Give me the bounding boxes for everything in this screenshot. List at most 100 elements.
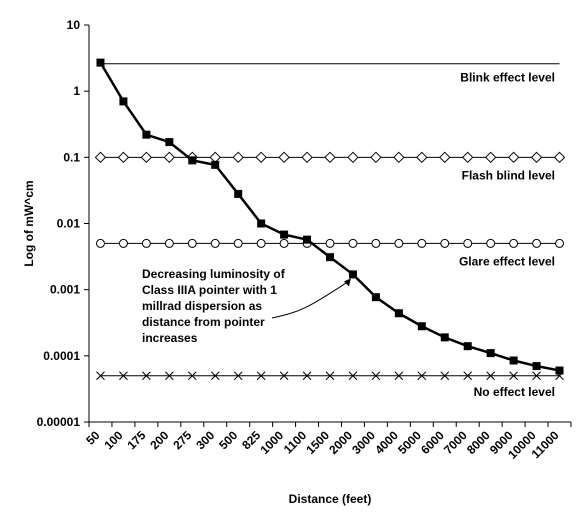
x-marker-stroke [233,371,243,381]
data-point-circle [118,238,128,248]
x-marker-stroke [119,371,128,381]
y-tick-label: 0.0001 [43,349,80,363]
data-point-x [325,371,335,381]
data-point-diamond [278,151,290,164]
data-point-diamond [462,151,474,164]
x-tick-label: 1100 [281,428,310,457]
x-marker-stroke [187,371,197,381]
x-marker-stroke [325,371,335,381]
x-tick-label: 7000 [441,428,470,457]
data-point-diamond [484,151,497,164]
data-point-circle [164,238,174,248]
data-point-diamond [94,151,107,164]
data-point-x [187,371,197,381]
x-tick-label: 3000 [349,428,378,457]
y-tick-label: 0.01 [57,217,81,231]
x-marker-stroke [509,371,518,381]
x-tick-label: 100 [101,428,125,452]
data-point-square [555,366,564,375]
x-tick-label: 50 [83,428,103,448]
x-marker-stroke [96,371,105,381]
data-point-square [303,235,312,244]
x-tick-label: 500 [216,428,240,452]
data-point-x [233,371,243,381]
data-point-square [509,356,518,365]
data-point-diamond [416,151,428,164]
data-point-x [371,371,381,381]
x-marker-stroke [463,371,473,381]
data-point-circle [141,238,151,248]
x-tick-label: 175 [124,428,148,452]
data-point-diamond [324,151,336,164]
y-tick-label: 0.1 [63,150,80,164]
x-tick-label: 1500 [303,428,332,457]
data-point-circle [509,238,519,248]
annotation-line: increases [142,331,198,345]
data-point-square [96,58,105,67]
x-tick-label: 200 [147,428,171,452]
data-point-circle [348,238,358,248]
data-point-square [257,219,266,228]
data-point-diamond [140,151,153,164]
x-tick-label: 5000 [395,428,424,457]
data-point-circle [95,238,105,248]
data-point-circle [417,238,427,248]
data-point-diamond [117,151,130,164]
data-point-x [96,371,105,381]
data-point-square [532,362,541,371]
x-marker-stroke [279,371,289,381]
y-tick-label: 0.001 [50,283,80,297]
data-point-square [394,309,403,318]
x-marker-stroke [486,371,496,381]
data-point-square [417,322,426,331]
x-marker-stroke [371,371,381,381]
data-point-square [165,138,174,147]
annotation-line: Decreasing luminosity of [142,267,286,281]
annotation-arrowhead [343,278,351,287]
x-marker-stroke [532,371,541,381]
data-point-diamond [507,151,520,164]
x-tick-label: 4000 [372,428,401,457]
data-point-circle [210,238,220,248]
x-marker-stroke [417,371,427,381]
data-point-diamond [553,151,566,164]
data-point-circle [371,238,381,248]
level-label: Flash blind level [462,168,555,182]
x-marker-stroke [440,371,450,381]
x-marker-stroke [164,371,174,381]
data-point-square [188,156,197,165]
data-point-square [211,160,220,169]
y-tick-label: 1 [73,84,80,98]
y-tick-label: 10 [67,18,81,32]
data-point-square [234,189,243,198]
data-point-diamond [347,151,359,164]
data-point-diamond [530,151,543,164]
data-point-x [164,371,174,381]
data-point-diamond [232,151,244,164]
data-point-circle [440,238,450,248]
data-point-circle [325,238,335,248]
data-point-circle [233,238,243,248]
data-point-circle [279,238,289,248]
x-tick-label: 11000 [529,428,562,461]
x-marker-stroke [256,371,266,381]
data-point-circle [532,238,542,248]
x-marker-stroke [348,371,358,381]
data-point-x [302,371,312,381]
data-point-square [142,130,151,139]
data-point-diamond [439,151,451,164]
data-point-diamond [255,151,267,164]
level-label: Blink effect level [460,71,555,85]
x-tick-label: 1000 [257,428,286,457]
data-point-x [210,371,220,381]
data-point-diamond [209,151,221,164]
x-marker-stroke [394,371,404,381]
x-tick-label: 275 [170,428,194,452]
data-point-square [463,342,472,351]
x-marker-stroke [142,371,151,381]
data-point-square [348,270,357,279]
data-point-x [142,371,151,381]
x-marker-stroke [302,371,312,381]
